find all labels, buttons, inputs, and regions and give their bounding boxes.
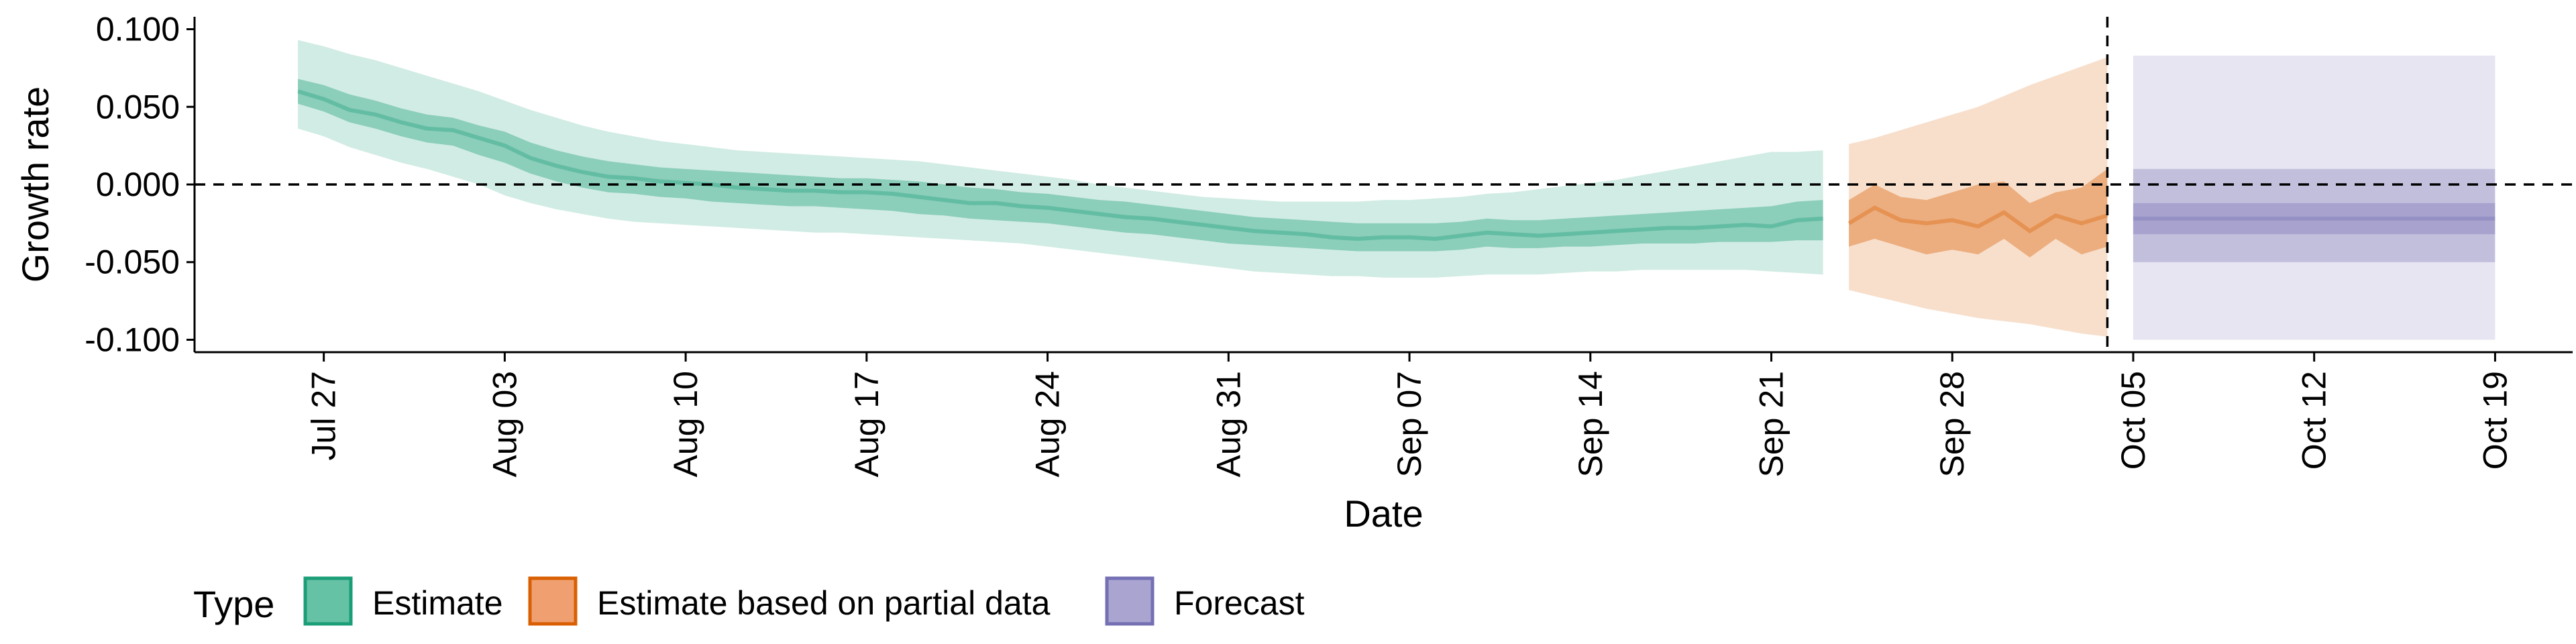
y-axis-ticks: 0.100 0.050 0.000 -0.050 -0.100 [85, 11, 195, 358]
estimate-based-on-partial-data-median-line [1847, 205, 2108, 233]
x-tick-label: Aug 24 [1029, 371, 1067, 477]
x-tick-label: Sep 07 [1391, 371, 1428, 477]
x-tick-label: Aug 03 [486, 371, 523, 477]
y-tick-label: 0.100 [96, 11, 180, 48]
estimate-based-on-partial-data-inner-band [1849, 168, 2108, 258]
y-tick-label: 0.050 [96, 88, 180, 125]
x-tick-label: Sep 14 [1572, 371, 1609, 477]
x-axis-ticks: Jul 27 Aug 03 Aug 10 Aug 17 Aug 24 Aug 31 Sep … [305, 352, 2514, 477]
y-tick-label: 0.000 [96, 166, 180, 203]
x-tick-label: Sep 21 [1752, 371, 1790, 477]
forecast-inner-band [2133, 203, 2496, 235]
estimate-inner-band [298, 78, 1823, 252]
legend-title: Type [193, 583, 274, 625]
x-tick-label: Oct 12 [2296, 371, 2333, 470]
forecast-middle-band [2133, 168, 2496, 262]
x-axis-title: Date [1344, 492, 1423, 535]
legend-label: Forecast [1174, 584, 1305, 622]
median-lines [297, 89, 2496, 241]
legend-label: Estimate based on partial data [597, 584, 1051, 622]
legend-key-estimate-based-on-partial-data [528, 576, 578, 626]
estimate-median-line [297, 89, 1823, 241]
legend-key-forecast [1105, 576, 1155, 626]
x-tick-label: Oct 05 [2114, 371, 2152, 470]
uncertainty-bands [298, 40, 2496, 340]
y-axis-title: Growth rate [14, 87, 56, 283]
x-tick-label: Aug 10 [667, 371, 704, 477]
x-tick-label: Sep 28 [1933, 371, 1971, 477]
forecast-outer-band [2133, 55, 2496, 340]
y-tick-label: -0.050 [85, 244, 180, 281]
estimate-based-on-partial-data-outer-band [1849, 57, 2108, 337]
estimate-outer-band [298, 40, 1823, 278]
y-tick-label: -0.100 [85, 321, 180, 358]
x-tick-label: Aug 17 [848, 371, 885, 477]
legend-key-estimate [303, 576, 353, 626]
x-tick-label: Jul 27 [305, 371, 343, 460]
legend: Type Estimate Estimate based on partial d… [193, 576, 1305, 626]
legend-label: Estimate [372, 584, 503, 622]
x-tick-label: Oct 19 [2476, 371, 2514, 470]
reference-lines [195, 17, 2573, 352]
x-tick-label: Aug 31 [1210, 371, 1247, 477]
